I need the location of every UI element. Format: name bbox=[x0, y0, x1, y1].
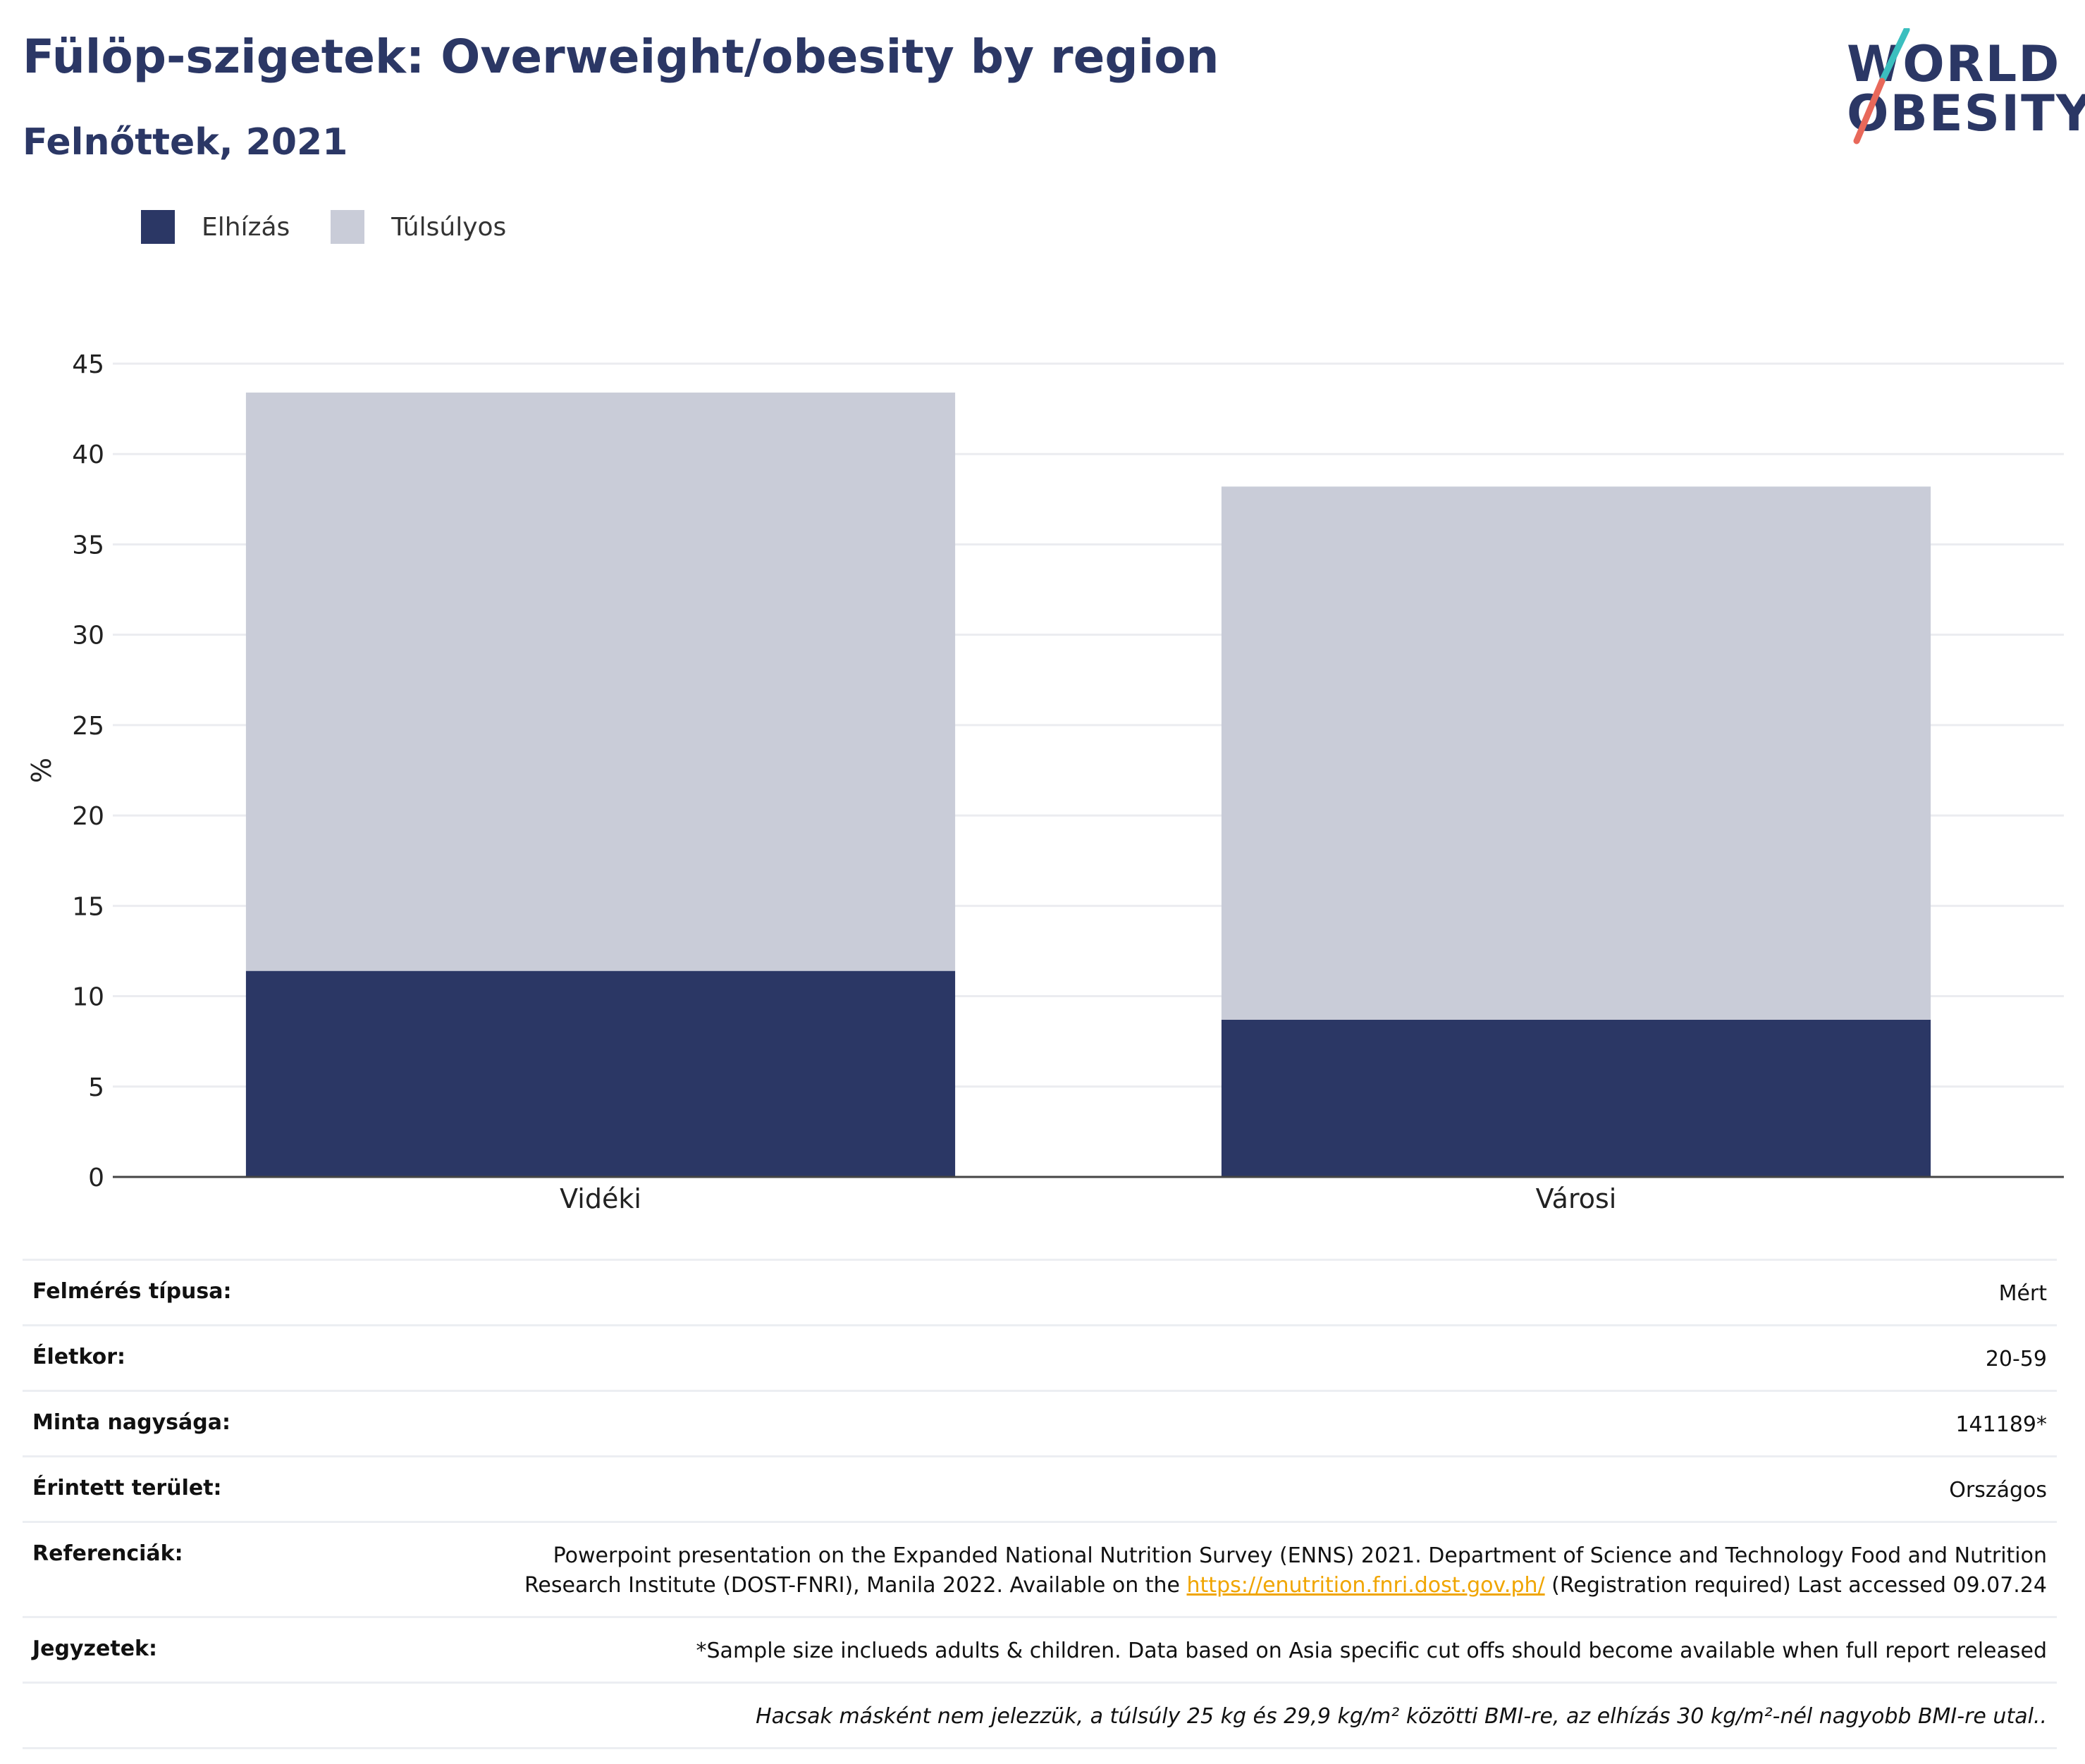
info-label: Felmérés típusa: bbox=[32, 1279, 232, 1304]
info-value: 20-59 bbox=[1985, 1347, 2047, 1371]
info-row-sample-size: Minta nagysága: 141189* bbox=[23, 1390, 2057, 1455]
info-row-footnote: Hacsak másként nem jelezzük, a túlsúly 2… bbox=[23, 1682, 2057, 1749]
reference-text-after: (Registration required) Last accessed 09… bbox=[1544, 1573, 2047, 1598]
info-row-age: Életkor: 20-59 bbox=[23, 1324, 2057, 1390]
y-tick-label: 40 bbox=[72, 440, 104, 469]
info-value-references: Powerpoint presentation on the Expanded … bbox=[496, 1541, 2047, 1600]
legend-swatch-obesity bbox=[141, 210, 175, 244]
info-label: Minta nagysága: bbox=[32, 1410, 230, 1435]
info-row-notes: Jegyzetek: *Sample size inclueds adults … bbox=[23, 1616, 2057, 1682]
info-value: Országos bbox=[1949, 1478, 2047, 1503]
info-value: 141189* bbox=[1955, 1412, 2047, 1437]
legend-label-overweight: Túlsúlyos bbox=[391, 212, 507, 242]
logo-text-obesity: OBESITY bbox=[1847, 85, 2085, 142]
stacked-bar-chart: 0 5 10 15 20 25 30 35 40 45% Vidéki Városi bbox=[26, 350, 2064, 1214]
chart-legend: Elhízás Túlsúlyos bbox=[141, 210, 547, 244]
world-obesity-logo: WORLD OBESITY bbox=[1833, 28, 2085, 152]
bar-obesity-0 bbox=[245, 970, 956, 1177]
info-value: Mért bbox=[1998, 1281, 2047, 1306]
info-label: Életkor: bbox=[32, 1345, 126, 1369]
info-row-survey-type: Felmérés típusa: Mért bbox=[23, 1259, 2057, 1324]
info-row-area: Érintett terület: Országos bbox=[23, 1455, 2057, 1521]
y-tick-label: 20 bbox=[72, 802, 104, 831]
y-tick-label: 25 bbox=[72, 712, 104, 741]
y-tick-label: 5 bbox=[88, 1073, 104, 1102]
legend-swatch-overweight bbox=[331, 210, 365, 244]
chart-title: Fülöp-szigetek: Overweight/obesity by re… bbox=[23, 30, 1219, 84]
survey-info-table: Felmérés típusa: Mért Életkor: 20-59 Min… bbox=[23, 1259, 2057, 1749]
y-tick-label: 0 bbox=[88, 1164, 104, 1192]
bar-overweight-1 bbox=[1221, 486, 1931, 1020]
legend-label-obesity: Elhízás bbox=[202, 212, 290, 242]
legend-item-obesity[interactable]: Elhízás bbox=[141, 210, 290, 244]
chart-subtitle: Felnőttek, 2021 bbox=[23, 121, 348, 164]
legend-item-overweight[interactable]: Túlsúlyos bbox=[331, 210, 506, 244]
reference-link[interactable]: https://enutrition.fnri.dost.gov.ph/ bbox=[1186, 1573, 1545, 1598]
info-value: *Sample size inclueds adults & children.… bbox=[696, 1639, 2047, 1663]
bar-overweight-0 bbox=[245, 393, 956, 971]
x-tick-label: Vidéki bbox=[560, 1183, 641, 1214]
y-tick-label: 15 bbox=[72, 892, 104, 921]
y-tick-label: 30 bbox=[72, 622, 104, 650]
y-tick-label: 10 bbox=[72, 983, 104, 1012]
x-tick-label: Városi bbox=[1536, 1183, 1617, 1214]
y-tick-label: 45 bbox=[72, 350, 104, 379]
footnote-text: Hacsak másként nem jelezzük, a túlsúly 2… bbox=[756, 1704, 2047, 1729]
y-tick-label: 35 bbox=[72, 531, 104, 560]
info-label: Jegyzetek: bbox=[32, 1636, 157, 1661]
info-label: Referenciák: bbox=[32, 1541, 183, 1566]
bar-obesity-1 bbox=[1221, 1019, 1931, 1177]
y-axis-label: % bbox=[26, 758, 57, 783]
logo-slash-icon bbox=[1853, 28, 1910, 144]
reference-text: Powerpoint presentation on the Expanded … bbox=[524, 1543, 2047, 1598]
info-row-references: Referenciák: Powerpoint presentation on … bbox=[23, 1521, 2057, 1616]
info-label: Érintett terület: bbox=[32, 1476, 222, 1500]
